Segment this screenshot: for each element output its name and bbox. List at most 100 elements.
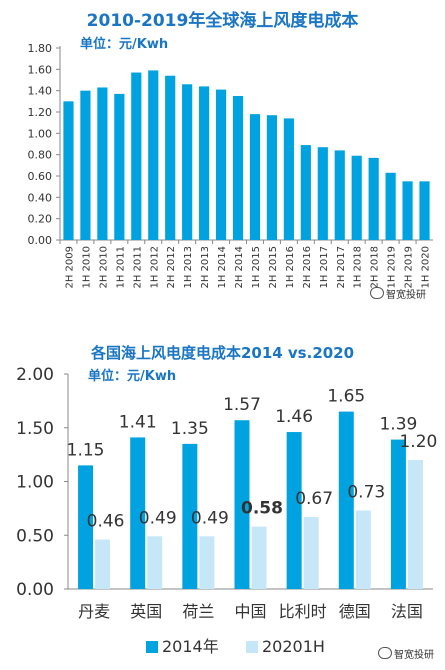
- data-label-2020: 1.20: [399, 432, 437, 452]
- bar-2014: [182, 443, 198, 589]
- bar-2020: [147, 536, 163, 589]
- y-tick-label: 1.80: [28, 42, 53, 55]
- data-label-2020: 0.49: [139, 508, 177, 528]
- x-tick-label: 丹麦: [78, 602, 110, 621]
- x-tick-label: 德国: [339, 602, 371, 621]
- bar-2020: [95, 539, 111, 589]
- x-tick-label: 1H 2017: [319, 246, 330, 289]
- legend-label: 2014年: [162, 637, 219, 656]
- data-label-2014: 1.35: [171, 419, 209, 439]
- bar-2020: [251, 526, 267, 589]
- data-label-2014: 1.57: [223, 395, 261, 415]
- y-tick-label: 0.00: [16, 580, 54, 600]
- x-tick-label: 中国: [234, 602, 266, 621]
- x-tick-label: 法国: [391, 602, 423, 621]
- bar-2014: [286, 432, 302, 589]
- chart-global-cost-panel: 2010-2019年全球海上风度电成本 单位：元/Kwh 0.00 0.20 0.4…: [0, 0, 445, 320]
- bar: [351, 155, 362, 240]
- bar: [232, 96, 244, 240]
- y-tick-label: 2.00: [16, 365, 54, 385]
- x-tick-label: 2H 2015: [268, 246, 279, 289]
- bar-2020: [199, 536, 215, 589]
- data-label-2020: 0.58: [241, 499, 283, 519]
- x-tick-label: 1H 2012: [149, 246, 160, 289]
- watermark: 智宽投研: [370, 286, 426, 301]
- bar: [385, 172, 396, 240]
- chart-title: 2010-2019年全球海上风度电成本: [86, 11, 359, 31]
- bar-2020: [303, 516, 319, 589]
- x-tick-label: 2H 2016: [302, 246, 313, 289]
- bar-2014: [234, 420, 250, 589]
- bar: [80, 90, 91, 241]
- bar: [317, 147, 328, 240]
- legend-label: 20201H: [262, 637, 325, 656]
- bar: [300, 145, 311, 240]
- y-tick-label: 0.40: [28, 191, 53, 204]
- bar: [148, 70, 159, 241]
- y-tick-label: 0.50: [16, 526, 54, 546]
- data-label-2014: 1.65: [327, 387, 365, 407]
- bar-chart-global: 0.00 0.20 0.40 0.60 0.80 1.00 1.20 1.40 1.60 1.80…: [28, 42, 433, 289]
- bar: [182, 84, 193, 241]
- y-tick-label: 0.00: [28, 234, 53, 247]
- y-tick-label: 1.00: [16, 473, 54, 493]
- x-tick-label: 1H 2015: [251, 246, 262, 289]
- legend-swatch: [246, 641, 258, 653]
- x-tick-label: 1H 2011: [115, 246, 126, 289]
- bar: [266, 115, 278, 240]
- x-tick-label: 2H 2018: [370, 246, 381, 289]
- x-tick-label: 2H 2009: [64, 246, 75, 289]
- bar-2014: [78, 465, 94, 589]
- x-tick-label: 比利时: [279, 602, 327, 621]
- x-tick-label: 1H 2020: [421, 246, 432, 289]
- bar-2014: [130, 437, 146, 589]
- y-tick-label: 1.60: [28, 63, 53, 76]
- wechat-logo-icon: [378, 647, 392, 659]
- bar: [131, 72, 142, 241]
- bar: [283, 118, 294, 240]
- wechat-logo-icon: [370, 287, 384, 299]
- x-tick-label: 2H 2014: [234, 246, 245, 289]
- bar: [97, 87, 108, 240]
- bar: [368, 157, 379, 240]
- bar-2014: [390, 439, 406, 589]
- legend-swatch: [146, 641, 158, 653]
- x-tick-label: 2H 2013: [200, 246, 211, 289]
- x-tick-label: 1H 2010: [81, 246, 92, 289]
- bar: [402, 181, 413, 240]
- data-label-2020: 0.67: [295, 489, 333, 509]
- x-tick-label: 1H 2014: [217, 246, 228, 289]
- y-tick-label: 1.50: [16, 419, 54, 439]
- data-label-2014: 1.41: [119, 412, 157, 432]
- bar: [199, 86, 210, 241]
- bar: [114, 93, 125, 240]
- y-tick-label: 0.80: [28, 149, 53, 162]
- chart-title: 各国海上风电度电成本2014 vs.2020: [90, 344, 355, 362]
- bar-2020: [355, 510, 371, 589]
- bar-chart-countries: 0.00 0.50 1.00 1.50 2.00 1.15 0.46 丹麦 1.41 0.49 英国…: [16, 365, 437, 656]
- data-label-2020: 0.49: [191, 508, 229, 528]
- data-label-2020: 0.46: [87, 512, 125, 532]
- x-tick-label: 2H 2019: [404, 246, 415, 289]
- data-label-2020: 0.73: [347, 483, 385, 503]
- y-tick-label: 0.20: [28, 213, 53, 226]
- x-tick-label: 英国: [130, 602, 162, 621]
- y-tick-label: 1.00: [28, 127, 53, 140]
- data-label-2014: 1.46: [275, 407, 313, 427]
- data-label-2014: 1.39: [379, 415, 417, 435]
- x-tick-label: 荷兰: [182, 602, 214, 621]
- bar: [63, 101, 74, 240]
- unit-label: 单位：元/Kwh: [88, 369, 177, 384]
- y-tick-label: 0.60: [28, 170, 53, 183]
- x-tick-label: 1H 2018: [353, 246, 364, 289]
- x-tick-label: 1H 2013: [183, 246, 194, 289]
- x-tick-label: 2H 2010: [98, 246, 109, 289]
- bar: [334, 150, 345, 240]
- data-label-2014: 1.15: [67, 440, 105, 460]
- bar: [165, 75, 176, 240]
- bar-2014: [338, 411, 354, 589]
- watermark: 智宽投研: [378, 646, 434, 661]
- x-tick-label: 1H 2016: [285, 246, 296, 289]
- unit-label: 单位：元/Kwh: [80, 37, 169, 52]
- chart-country-cost-panel: 各国海上风电度电成本2014 vs.2020 单位：元/Kwh 0.00 0.50…: [0, 330, 445, 670]
